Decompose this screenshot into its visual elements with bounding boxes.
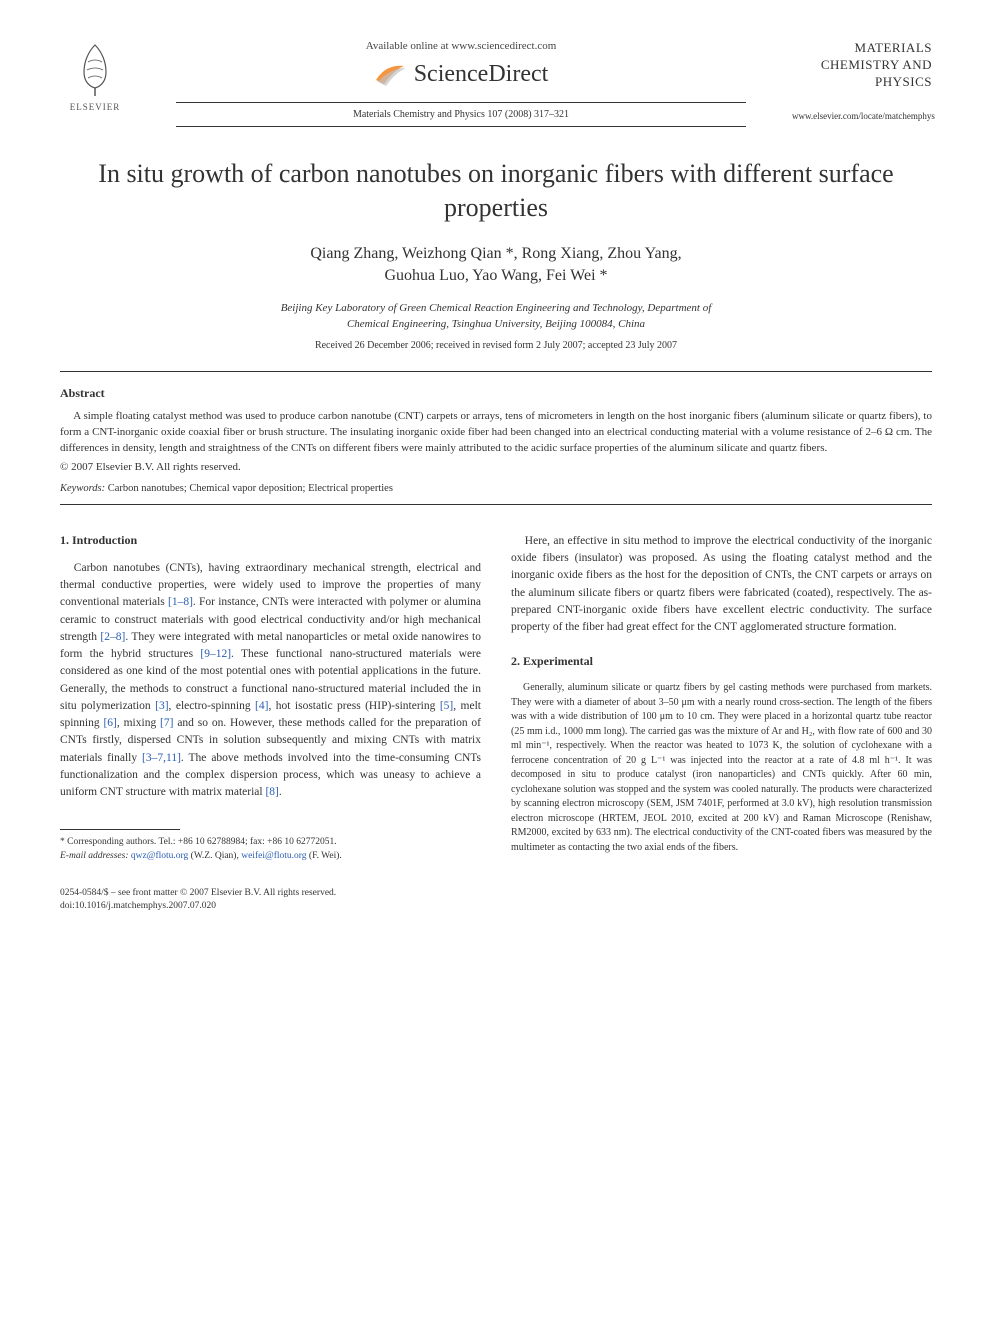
ref-link[interactable]: [9–12]: [200, 648, 231, 660]
sciencedirect-text: ScienceDirect: [414, 61, 549, 88]
abstract-text: A simple floating catalyst method was us…: [60, 409, 932, 457]
body-columns: 1. Introduction Carbon nanotubes (CNTs),…: [60, 533, 932, 863]
email-label: E-mail addresses:: [60, 851, 129, 861]
sciencedirect-logo: ScienceDirect: [374, 60, 549, 88]
authors-line2: Guohua Luo, Yao Wang, Fei Wei *: [384, 267, 607, 284]
footer-meta: 0254-0584/$ – see front matter © 2007 El…: [60, 887, 932, 914]
left-column: 1. Introduction Carbon nanotubes (CNTs),…: [60, 533, 481, 863]
paper-header: ELSEVIER Available online at www.science…: [60, 40, 932, 127]
ref-link[interactable]: [7]: [160, 717, 173, 729]
divider: [60, 371, 932, 372]
affiliation-line2: Chemical Engineering, Tsinghua Universit…: [347, 318, 645, 330]
elsevier-logo: ELSEVIER: [60, 40, 130, 112]
introduction-heading: 1. Introduction: [60, 533, 481, 548]
submission-dates: Received 26 December 2006; received in r…: [60, 340, 932, 351]
journal-name: MATERIALS CHEMISTRY AND PHYSICS: [792, 40, 932, 91]
experimental-heading: 2. Experimental: [511, 654, 932, 669]
journal-url: www.elsevier.com/locate/matchemphys: [792, 111, 932, 121]
divider: [60, 504, 932, 505]
experimental-paragraph: Generally, aluminum silicate or quartz f…: [511, 681, 932, 855]
ref-link[interactable]: [6]: [103, 717, 116, 729]
doi-line: doi:10.1016/j.matchemphys.2007.07.020: [60, 900, 932, 913]
elsevier-label: ELSEVIER: [70, 102, 121, 112]
right-column: Here, an effective in situ method to imp…: [511, 533, 932, 863]
authors-line1: Qiang Zhang, Weizhong Qian *, Rong Xiang…: [310, 245, 681, 262]
paper-title: In situ growth of carbon nanotubes on in…: [60, 157, 932, 225]
ref-link[interactable]: [8]: [265, 786, 278, 798]
intro-paragraph-2: Here, an effective in situ method to imp…: [511, 533, 932, 637]
affiliation: Beijing Key Laboratory of Green Chemical…: [60, 301, 932, 332]
corresponding-footnote: * Corresponding authors. Tel.: +86 10 62…: [60, 836, 481, 863]
ref-link[interactable]: [5]: [440, 700, 453, 712]
issn-line: 0254-0584/$ – see front matter © 2007 El…: [60, 887, 932, 900]
email-link[interactable]: qwz@flotu.org: [131, 851, 188, 861]
keywords-text: Carbon nanotubes; Chemical vapor deposit…: [105, 483, 393, 494]
journal-name-line2: CHEMISTRY AND: [821, 57, 932, 72]
journal-reference: Materials Chemistry and Physics 107 (200…: [176, 102, 745, 127]
ref-link[interactable]: [2–8]: [100, 631, 125, 643]
email-link[interactable]: weifei@flotu.org: [241, 851, 306, 861]
authors: Qiang Zhang, Weizhong Qian *, Rong Xiang…: [60, 243, 932, 288]
affiliation-line1: Beijing Key Laboratory of Green Chemical…: [281, 302, 712, 314]
intro-paragraph-1: Carbon nanotubes (CNTs), having extraord…: [60, 560, 481, 802]
abstract-heading: Abstract: [60, 386, 932, 401]
ref-link[interactable]: [1–8]: [168, 596, 193, 608]
abstract-copyright: © 2007 Elsevier B.V. All rights reserved…: [60, 461, 932, 473]
elsevier-tree-icon: [70, 40, 120, 100]
keywords-label: Keywords:: [60, 483, 105, 494]
ref-link[interactable]: [3–7,11]: [142, 752, 181, 764]
journal-box: MATERIALS CHEMISTRY AND PHYSICS www.else…: [792, 40, 932, 121]
journal-name-line1: MATERIALS: [855, 40, 932, 55]
journal-name-line3: PHYSICS: [875, 74, 932, 89]
sciencedirect-icon: [374, 60, 408, 88]
footnote-divider: [60, 829, 180, 830]
center-header: Available online at www.sciencedirect.co…: [130, 40, 792, 127]
ref-link[interactable]: [4]: [255, 700, 268, 712]
ref-link[interactable]: [3]: [155, 700, 168, 712]
keywords: Keywords: Carbon nanotubes; Chemical vap…: [60, 483, 932, 494]
corr-emails: E-mail addresses: qwz@flotu.org (W.Z. Qi…: [60, 850, 481, 863]
corr-author-text: * Corresponding authors. Tel.: +86 10 62…: [60, 836, 481, 849]
available-online-text: Available online at www.sciencedirect.co…: [130, 40, 792, 52]
